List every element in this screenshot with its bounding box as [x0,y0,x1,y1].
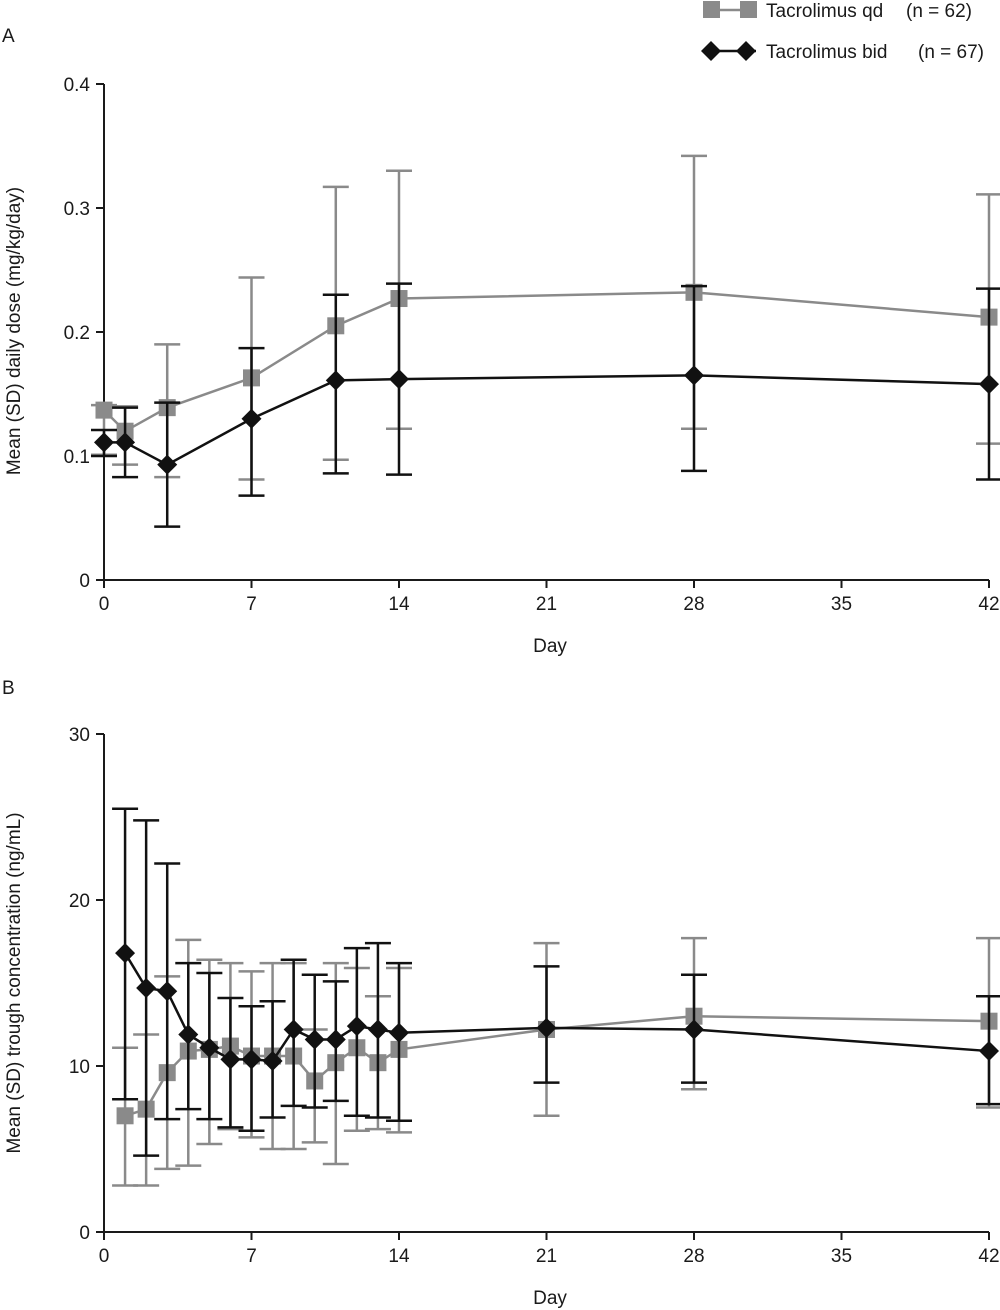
panel-a: A Mean (SD) daily dose (mg/kg/day) Day 0… [2,26,1000,657]
panel-a-x-tick-label: 35 [831,594,852,615]
panel-b-point-bid [262,1051,283,1072]
panel-b-x-tick-label: 35 [831,1246,852,1267]
panel-b-plot-area: 0 7 14 21 28 35 42 0 10 20 30 [69,725,1000,1267]
panel-b-point-bid [367,1019,388,1040]
panel-b-y-axis-title: Mean (SD) trough concentration (ng/mL) [4,812,25,1153]
panel-a-x-tick-label: 14 [388,594,410,615]
panel-a-x-tick-label: 28 [683,594,704,615]
panel-a-point-qd [95,401,113,419]
panel-a-y-tick-label: 0.2 [64,323,90,344]
legend-item-bid: Tacrolimus bid (n = 67) [701,41,984,63]
panel-b: B Mean (SD) trough concentration (ng/mL)… [2,678,1000,1309]
legend-marker-diamond-icon [701,41,721,61]
panel-a-y-tick-label: 0.1 [64,447,90,468]
panel-a-point-bid [157,454,178,475]
legend-n-bid: (n = 67) [918,42,984,63]
panel-b-point-bid [979,1041,999,1062]
panel-b-point-bid [115,943,136,964]
panel-b-point-bid [283,1019,304,1040]
panel-b-y-tick-label: 10 [69,1057,90,1078]
panel-b-point-qd [116,1107,134,1125]
panel-b-point-bid [536,1017,557,1038]
panel-b-x-tick-label: 21 [536,1246,557,1267]
panel-b-x-tick-label: 0 [99,1246,110,1267]
panel-a-x-tick-label: 0 [99,594,110,615]
panel-b-x-axis-title: Day [533,1288,567,1309]
panel-a-y-axis-title: Mean (SD) daily dose (mg/kg/day) [4,187,25,475]
panel-a-x-tick-label: 42 [978,594,999,615]
panel-b-series-bid [112,807,1000,1157]
legend-marker-square-icon [703,1,720,18]
panel-b-x-tick-label: 28 [683,1246,704,1267]
legend-label-qd: Tacrolimus qd [766,1,883,22]
panel-a-x-tick-label: 7 [246,594,257,615]
legend-n-qd: (n = 62) [906,1,972,22]
panel-b-point-bid [304,1029,325,1050]
panel-a-label: A [2,26,15,47]
panel-a-point-bid [979,374,999,395]
panel-a-line-qd [103,291,990,433]
panel-a-point-bid [115,432,136,453]
panel-a-point-bid [94,432,114,453]
panel-b-point-bid [178,1024,199,1045]
panel-a-x-tick-label: 21 [536,594,557,615]
panel-a-y-tick-label: 0 [79,571,90,592]
panel-b-point-bid [325,1029,346,1050]
panel-b-y-tick-label: 30 [69,725,90,746]
panel-b-point-bid [241,1049,262,1070]
panel-b-point-bid [389,1022,409,1043]
panel-a-x-axis-title: Day [533,636,567,657]
legend: Tacrolimus qd (n = 62) Tacrolimus bid (n… [701,1,984,63]
panel-a-line-bid [104,374,990,467]
panel-a-plot-area: 0 7 14 21 28 35 42 0 0.1 0.2 0.3 0.4 [64,75,1000,615]
panel-b-y-tick-label: 20 [69,891,90,912]
panel-a-y-tick-label: 0.3 [64,199,90,220]
panel-a-series-bid [91,282,1000,528]
panel-b-point-bid [199,1037,220,1058]
panel-b-point-bid [136,977,157,998]
panel-b-x-tick-label: 14 [388,1246,410,1267]
panel-b-y-tick-label: 0 [79,1223,90,1244]
panel-b-label: B [2,678,15,699]
legend-label-bid: Tacrolimus bid [766,42,887,63]
panel-b-point-bid [346,1016,367,1037]
panel-a-point-bid [325,370,346,391]
legend-item-qd: Tacrolimus qd (n = 62) [703,1,972,22]
panel-a-point-bid [241,408,262,429]
panel-b-point-bid [684,1019,704,1040]
panel-a-point-bid [389,369,409,390]
panel-b-x-tick-label: 42 [978,1246,999,1267]
panel-b-point-bid [157,981,178,1002]
panel-a-point-bid [684,365,704,386]
panel-b-x-tick-label: 7 [246,1246,257,1267]
panel-b-point-bid [220,1049,241,1070]
panel-a-y-tick-label: 0.4 [64,75,91,96]
